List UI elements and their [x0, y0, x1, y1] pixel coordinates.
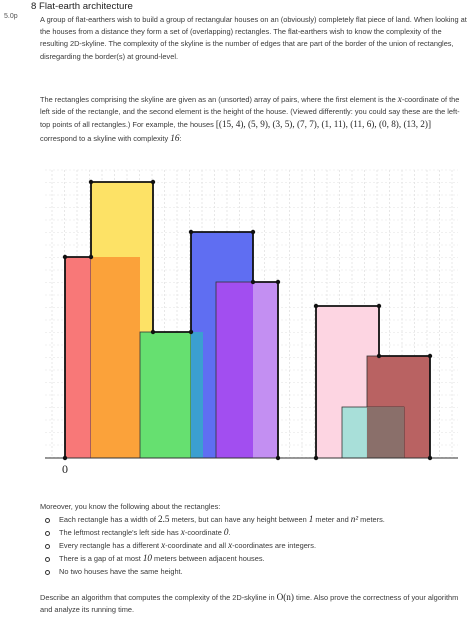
- house: [191, 332, 203, 458]
- houses: [64, 181, 431, 459]
- facts-intro: Moreover, you know the following about t…: [40, 502, 221, 511]
- math: 2.5: [158, 514, 170, 524]
- vertex: [188, 329, 194, 335]
- math: 10: [142, 553, 152, 563]
- vertex: [376, 353, 382, 359]
- house: [367, 407, 404, 458]
- facts-list: Each rectangle has a width of 2.5 meters…: [40, 513, 468, 578]
- vertex: [313, 303, 319, 309]
- text: .: [228, 528, 231, 537]
- vertex: [88, 254, 94, 260]
- vertex: [88, 179, 94, 185]
- vertex: [62, 254, 68, 260]
- math: 16: [170, 132, 180, 143]
- vertex: [427, 353, 433, 359]
- vertex: [150, 329, 156, 335]
- text: Each rectangle has a width of: [59, 515, 159, 524]
- vertex: [313, 455, 319, 461]
- fact: There is a gap of at most 10 meters betw…: [40, 552, 468, 565]
- vertex: [188, 229, 194, 235]
- math: [(15, 4), (5, 9), (3, 5), (7, 7), (1, 11…: [215, 119, 431, 130]
- title: 8 Flat-earth architecture: [31, 1, 133, 12]
- fact: The leftmost rectangle's left side has x…: [40, 526, 468, 539]
- text: -coordinate and all: [165, 541, 229, 550]
- vertex: [250, 229, 256, 235]
- house: [253, 282, 278, 458]
- vertex: [427, 455, 433, 461]
- math: 1: [308, 514, 314, 524]
- text: meter and: [313, 515, 351, 524]
- math: 0: [223, 527, 229, 537]
- axis-label: 0: [62, 462, 68, 476]
- text: meters.: [358, 515, 385, 524]
- house: [91, 257, 140, 458]
- text: meters between adjacent houses.: [152, 554, 265, 563]
- math: x: [161, 540, 166, 550]
- text: Describe an algorithm that computes the …: [40, 593, 277, 602]
- skyline: [315, 305, 431, 458]
- text: -coordinates are integers.: [232, 541, 317, 550]
- question: Describe an algorithm that computes the …: [40, 591, 468, 616]
- text: meters, but can have any height between: [169, 515, 309, 524]
- vertex: [275, 279, 281, 285]
- text: There is a gap of at most: [59, 554, 143, 563]
- paragraph: A group of flat-earthers wish to build a…: [40, 14, 468, 63]
- text: correspond to a skyline with complexity: [40, 133, 171, 143]
- text: -coordinate of the left side of the rect…: [40, 95, 460, 130]
- text: The rectangles comprising the skyline ar…: [40, 95, 398, 104]
- text: A group of flat-earthers wish to build a…: [40, 15, 467, 61]
- skyline-vertices: [62, 179, 433, 461]
- math: O(n): [276, 592, 294, 602]
- text: No two houses have the same height.: [59, 567, 183, 576]
- text: -coordinate: [184, 528, 224, 537]
- fact: Every rectangle has a different x-coordi…: [40, 539, 468, 552]
- vertex: [150, 179, 156, 185]
- vertex: [250, 279, 256, 285]
- vertex: [376, 303, 382, 309]
- fact: No two houses have the same height.: [40, 565, 468, 578]
- math: x: [180, 527, 185, 537]
- vertex: [62, 455, 68, 461]
- text: time. Also prove the correctness of your…: [40, 593, 459, 615]
- text: The leftmost rectangle's left side has: [59, 528, 181, 537]
- math: n²: [350, 514, 359, 524]
- skyline: [64, 181, 279, 458]
- paragraph: The rectangles comprising the skyline ar…: [40, 93, 468, 145]
- fact: Each rectangle has a width of 2.5 meters…: [40, 513, 468, 526]
- vertex: [275, 455, 281, 461]
- math: x: [228, 540, 233, 550]
- math: x: [397, 94, 402, 104]
- text: Every rectangle has a different: [59, 541, 162, 550]
- points: 5.0p: [4, 13, 18, 20]
- text: :: [179, 133, 182, 143]
